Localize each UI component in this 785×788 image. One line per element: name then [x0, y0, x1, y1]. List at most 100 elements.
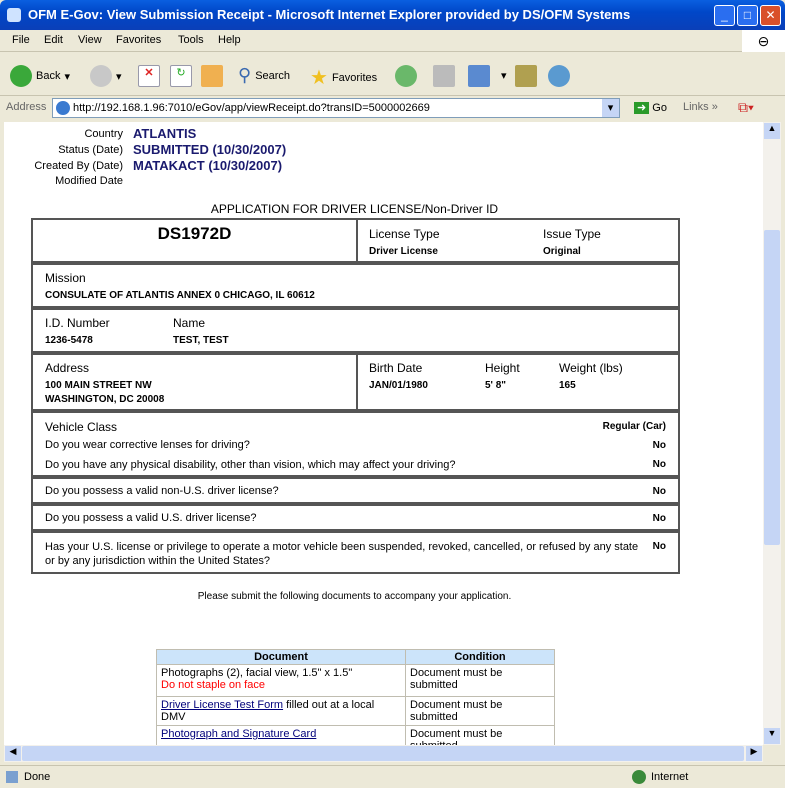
name-label: Name	[173, 316, 206, 330]
weight-label: Weight (lbs)	[559, 361, 623, 375]
url-input[interactable]: http://192.168.1.96:7010/eGov/app/viewRe…	[52, 98, 620, 118]
form-id: DS1972D	[157, 224, 232, 243]
favorites-button[interactable]: ★ Favorites	[310, 67, 378, 89]
ie-icon	[7, 8, 21, 22]
research-icon[interactable]	[515, 65, 537, 87]
go-button[interactable]: ➜ Go	[634, 101, 667, 114]
menu-view[interactable]: View	[78, 34, 102, 46]
created-value: MATAKACT (10/30/2007)	[133, 158, 283, 173]
header-document: Document	[157, 650, 405, 664]
window-title: OFM E-Gov: View Submission Receipt - Mic…	[28, 7, 631, 22]
condition: Document must be submitted	[406, 665, 554, 696]
close-button[interactable]: ✕	[760, 5, 781, 26]
scroll-left-icon[interactable]: ◀	[5, 746, 21, 761]
document-note: Do not staple on face	[161, 679, 265, 691]
forward-button[interactable]: ▾	[90, 65, 122, 87]
modified-label: Modified Date	[55, 175, 123, 187]
table-header-row: Document Condition	[157, 650, 554, 664]
license-type-label: License Type	[369, 227, 440, 241]
menu-edit[interactable]: Edit	[44, 34, 63, 46]
condition: Document must be submitted	[406, 697, 554, 725]
status-text: Done	[24, 771, 51, 783]
driver-license-test-form-link[interactable]: Driver License Test Form	[161, 699, 284, 711]
search-icon: ⚲	[238, 65, 252, 85]
windows-logo-icon: ⊖	[742, 30, 785, 52]
menu-favorites[interactable]: Favorites	[116, 34, 162, 46]
back-button[interactable]: Back ▾	[10, 65, 70, 87]
form-title: APPLICATION FOR DRIVER LICENSE/Non-Drive…	[210, 202, 499, 216]
status-label: Status (Date)	[58, 144, 123, 156]
page-icon	[56, 101, 70, 115]
horizontal-scrollbar[interactable]: ◀ ▶	[4, 745, 763, 762]
created-label: Created By (Date)	[34, 160, 123, 172]
go-arrow-icon: ➜	[634, 102, 650, 114]
star-icon: ★	[310, 67, 328, 89]
scroll-up-icon[interactable]: ▲	[764, 123, 780, 139]
mission-label: Mission	[45, 271, 86, 285]
question-us: Do you possess a valid U.S. driver licen…	[45, 512, 257, 524]
condition: Document must be submitted	[406, 726, 554, 745]
menu-tools[interactable]: Tools	[178, 34, 204, 46]
table-row: Photograph and Signature Card Document m…	[157, 726, 554, 745]
home-icon[interactable]	[201, 65, 223, 87]
table-row: Driver License Test Form filled out at a…	[157, 697, 554, 725]
document-name: filled out at a local DMV	[161, 699, 375, 723]
menu-help[interactable]: Help	[218, 34, 241, 46]
non-us-license-row: Do you possess a valid non-U.S. driver l…	[31, 477, 680, 504]
edit-icon[interactable]	[468, 65, 490, 87]
issue-type-value: Original	[543, 246, 581, 257]
refresh-icon[interactable]: ↻	[170, 65, 192, 87]
page-done-icon	[6, 771, 18, 783]
license-type-value: Driver License	[369, 246, 438, 257]
back-arrow-icon	[10, 65, 32, 87]
document-name: Photographs (2), facial view, 1.5" x 1.5…	[161, 667, 353, 679]
name-value: TEST, TEST	[173, 335, 229, 346]
scroll-down-icon[interactable]: ▼	[764, 728, 780, 744]
url-dropdown-icon[interactable]: ▾	[602, 99, 619, 117]
print-icon[interactable]	[433, 65, 455, 87]
country-value: ATLANTIS	[133, 126, 197, 141]
links-button[interactable]: Links »	[683, 101, 718, 113]
toolbar: Back ▾ ▾ ✕ ↻ ⚲ Search ★ Favorites ▾	[0, 53, 785, 96]
vertical-scroll-thumb[interactable]	[764, 230, 780, 545]
answer-lenses: No	[652, 440, 666, 451]
header-condition: Condition	[406, 650, 554, 664]
search-button[interactable]: ⚲ Search	[238, 65, 291, 85]
maximize-button[interactable]: □	[737, 5, 758, 26]
answer-disability: No	[652, 459, 666, 470]
horizontal-scroll-thumb[interactable]	[22, 746, 744, 761]
question-suspended: Has your U.S. license or privilege to op…	[45, 541, 639, 567]
forward-arrow-icon	[90, 65, 112, 87]
stop-icon[interactable]: ✕	[138, 65, 160, 87]
scroll-right-icon[interactable]: ▶	[746, 746, 762, 761]
pdf-icon[interactable]: ⧉▾	[738, 99, 754, 115]
vehicle-class-label: Vehicle Class	[45, 420, 118, 434]
minimize-button[interactable]: _	[714, 5, 735, 26]
messenger-icon[interactable]	[548, 65, 570, 87]
edit-dropdown-icon[interactable]: ▾	[501, 70, 507, 82]
question-non-us: Do you possess a valid non-U.S. driver l…	[45, 485, 279, 497]
page-content: Country ATLANTIS Status (Date) SUBMITTED…	[4, 122, 763, 745]
history-icon[interactable]	[395, 65, 417, 87]
security-zone: Internet	[651, 771, 689, 783]
status-bar: Done Internet	[0, 765, 785, 788]
address-label: Address	[45, 361, 90, 375]
birth-date-label: Birth Date	[369, 361, 423, 375]
height-label: Height	[485, 361, 520, 375]
menu-file[interactable]: File	[12, 34, 30, 46]
table-row: Photographs (2), facial view, 1.5" x 1.5…	[157, 665, 554, 696]
issue-type-label: Issue Type	[543, 227, 601, 241]
id-value: 1236-5478	[45, 335, 93, 346]
mission-row: Mission CONSULATE OF ATLANTIS ANNEX 0 CH…	[31, 263, 680, 308]
birth-date-value: JAN/01/1980	[369, 380, 428, 391]
documents-intro: Please submit the following documents to…	[197, 591, 512, 602]
vertical-scrollbar[interactable]: ▲ ▼	[763, 122, 781, 745]
globe-icon	[632, 770, 646, 784]
answer-us: No	[652, 513, 666, 524]
vehicle-row: Vehicle Class Regular (Car) Do you wear …	[31, 411, 680, 477]
address-row: Address 100 MAIN STREET NW WASHINGTON, D…	[31, 353, 680, 411]
photograph-signature-card-link[interactable]: Photograph and Signature Card	[161, 728, 317, 740]
us-license-row: Do you possess a valid U.S. driver licen…	[31, 504, 680, 531]
mission-value: CONSULATE OF ATLANTIS ANNEX 0 CHICAGO, I…	[45, 290, 315, 301]
address-line2: WASHINGTON, DC 20008	[45, 394, 165, 405]
